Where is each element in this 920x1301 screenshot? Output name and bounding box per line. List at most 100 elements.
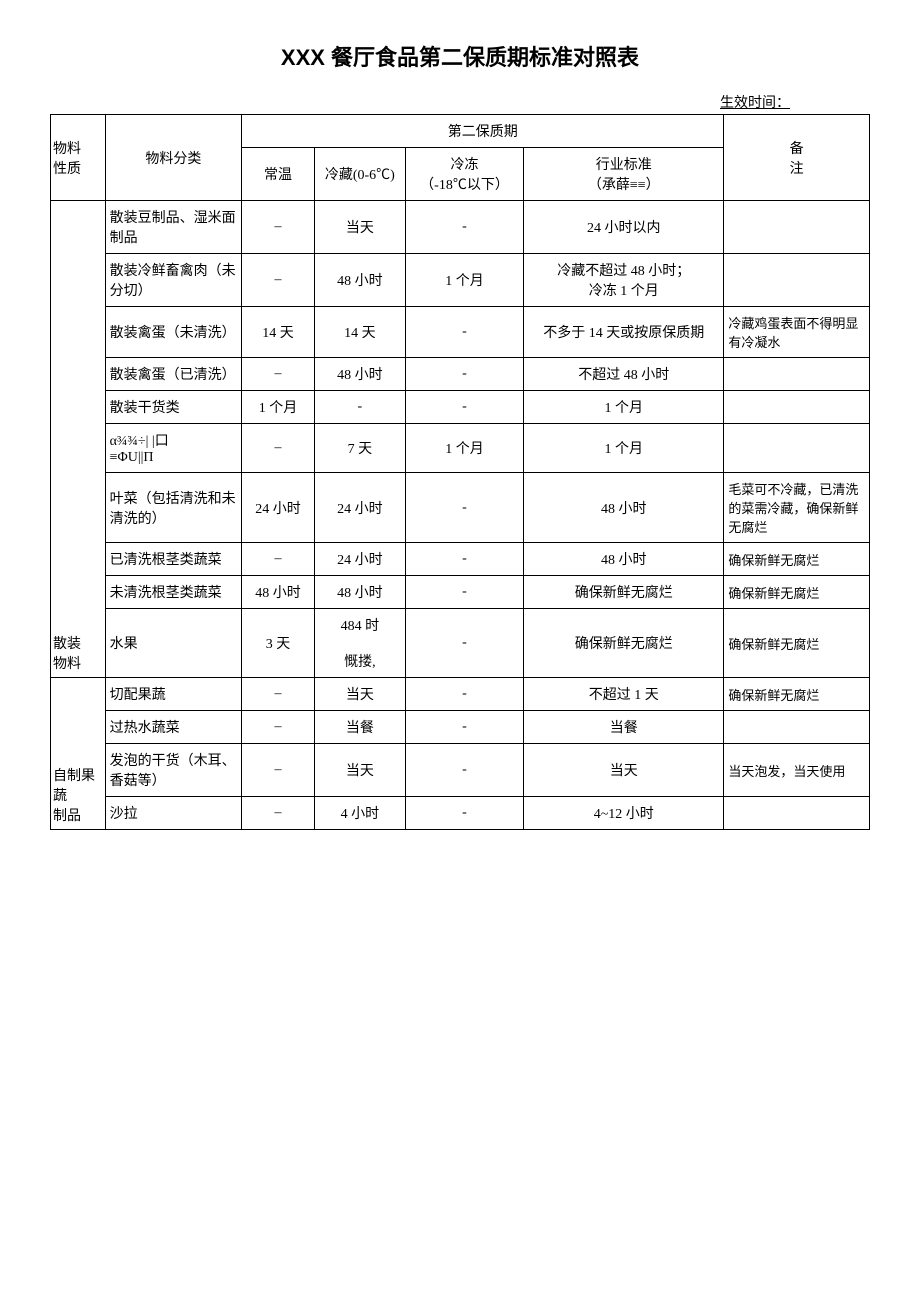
shelf-life-table: 物料性质 物料分类 第二保质期 备注 常温 冷藏(0-6℃) 冷冻（-18℃以下… [50, 114, 870, 830]
table-row: 散装禽蛋（已清洗） – 48 小时 - 不超过 48 小时 [51, 358, 870, 391]
cell-std: 48 小时 [524, 543, 724, 576]
cell-rf: 当天 [314, 678, 405, 711]
header-material-nature: 物料性质 [51, 115, 106, 201]
header-room-temp: 常温 [242, 148, 315, 201]
cell-fz: - [405, 201, 523, 254]
cell-std: 1 个月 [524, 391, 724, 424]
page-title: XXX 餐厅食品第二保质期标准对照表 [50, 40, 870, 72]
cell-std: 冷藏不超过 48 小时；冷冻 1 个月 [524, 254, 724, 307]
cell-rf: 当餐 [314, 711, 405, 744]
cell-rem [724, 201, 870, 254]
cell-std: 当餐 [524, 711, 724, 744]
cell-fz: 1 个月 [405, 424, 523, 473]
cell-std: 不超过 48 小时 [524, 358, 724, 391]
table-row: α¾¾÷| |口≡ΦU||П – 7 天 1 个月 1 个月 [51, 424, 870, 473]
cell-rf: 48 小时 [314, 576, 405, 609]
header-refrigerated: 冷藏(0-6℃) [314, 148, 405, 201]
cell-rem [724, 358, 870, 391]
group-label-bulk: 散装物料 [51, 201, 106, 678]
cell-std: 4~12 小时 [524, 797, 724, 830]
effective-date-label: 生效时间： [50, 92, 870, 112]
table-row: 散装物料 散装豆制品、湿米面制品 – 当天 - 24 小时以内 [51, 201, 870, 254]
cell-rf: 24 小时 [314, 473, 405, 543]
cell-category: α¾¾÷| |口≡ΦU||П [105, 424, 242, 473]
cell-rem: 确保新鲜无腐烂 [724, 543, 870, 576]
cell-rf: 4 小时 [314, 797, 405, 830]
cell-rf: - [314, 391, 405, 424]
header-frozen: 冷冻（-18℃以下） [405, 148, 523, 201]
header-industry-standard: 行业标准（承薛≡≡） [524, 148, 724, 201]
cell-rt: 14 天 [242, 307, 315, 358]
cell-rt: 1 个月 [242, 391, 315, 424]
cell-fz: - [405, 678, 523, 711]
cell-fz: 1 个月 [405, 254, 523, 307]
cell-category: 水果 [105, 609, 242, 678]
cell-fz: - [405, 744, 523, 797]
cell-fz: - [405, 307, 523, 358]
cell-fz: - [405, 797, 523, 830]
cell-rem: 毛菜可不冷藏，已清洗的菜需冷藏，确保新鲜无腐烂 [724, 473, 870, 543]
cell-std: 1 个月 [524, 424, 724, 473]
table-row: 散装冷鲜畜禽肉（未分切） – 48 小时 1 个月 冷藏不超过 48 小时；冷冻… [51, 254, 870, 307]
cell-rt: – [242, 678, 315, 711]
table-row: 未清洗根茎类蔬菜 48 小时 48 小时 - 确保新鲜无腐烂 确保新鲜无腐烂 [51, 576, 870, 609]
cell-rf: 48 小时 [314, 254, 405, 307]
cell-category: 已清洗根茎类蔬菜 [105, 543, 242, 576]
cell-rem [724, 424, 870, 473]
table-row: 发泡的干货（木耳、香菇等） – 当天 - 当天 当天泡发，当天使用 [51, 744, 870, 797]
cell-rem: 确保新鲜无腐烂 [724, 678, 870, 711]
cell-rt: 48 小时 [242, 576, 315, 609]
table-row: 沙拉 – 4 小时 - 4~12 小时 [51, 797, 870, 830]
cell-std: 确保新鲜无腐烂 [524, 609, 724, 678]
cell-rf: 14 天 [314, 307, 405, 358]
cell-rt: 3 天 [242, 609, 315, 678]
cell-rem: 当天泡发，当天使用 [724, 744, 870, 797]
cell-category: 散装禽蛋（未清洗） [105, 307, 242, 358]
cell-rf: 24 小时 [314, 543, 405, 576]
cell-rf: 48 小时 [314, 358, 405, 391]
cell-rem [724, 797, 870, 830]
cell-std: 确保新鲜无腐烂 [524, 576, 724, 609]
cell-fz: - [405, 576, 523, 609]
cell-fz: - [405, 358, 523, 391]
cell-rf: 484 时 慨搂, [314, 609, 405, 678]
cell-std: 48 小时 [524, 473, 724, 543]
cell-rem: 确保新鲜无腐烂 [724, 576, 870, 609]
cell-rem [724, 391, 870, 424]
cell-fz: - [405, 609, 523, 678]
cell-category: 过热水蔬菜 [105, 711, 242, 744]
cell-rt: – [242, 797, 315, 830]
cell-rt: – [242, 711, 315, 744]
cell-std: 不多于 14 天或按原保质期 [524, 307, 724, 358]
cell-fz: - [405, 711, 523, 744]
table-row: 过热水蔬菜 – 当餐 - 当餐 [51, 711, 870, 744]
cell-category: 散装豆制品、湿米面制品 [105, 201, 242, 254]
cell-category: 沙拉 [105, 797, 242, 830]
cell-category: 发泡的干货（木耳、香菇等） [105, 744, 242, 797]
table-row: 水果 3 天 484 时 慨搂, - 确保新鲜无腐烂 确保新鲜无腐烂 [51, 609, 870, 678]
table-row: 散装禽蛋（未清洗） 14 天 14 天 - 不多于 14 天或按原保质期 冷藏鸡… [51, 307, 870, 358]
cell-rf: 当天 [314, 201, 405, 254]
cell-rt: – [242, 254, 315, 307]
cell-rem [724, 711, 870, 744]
cell-category: 散装禽蛋（已清洗） [105, 358, 242, 391]
cell-rem: 确保新鲜无腐烂 [724, 609, 870, 678]
header-remark: 备注 [724, 115, 870, 201]
cell-category: 散装干货类 [105, 391, 242, 424]
cell-rt: – [242, 543, 315, 576]
cell-fz: - [405, 473, 523, 543]
cell-fz: - [405, 391, 523, 424]
cell-rf: 当天 [314, 744, 405, 797]
cell-rt: – [242, 201, 315, 254]
cell-std: 当天 [524, 744, 724, 797]
cell-rt: – [242, 424, 315, 473]
cell-rem: 冷藏鸡蛋表面不得明显有冷凝水 [724, 307, 870, 358]
table-row: 叶菜（包括清洗和未清洗的） 24 小时 24 小时 - 48 小时 毛菜可不冷藏… [51, 473, 870, 543]
table-row: 自制果蔬制品 切配果蔬 – 当天 - 不超过 1 天 确保新鲜无腐烂 [51, 678, 870, 711]
cell-rt: – [242, 744, 315, 797]
cell-rem [724, 254, 870, 307]
cell-category: 切配果蔬 [105, 678, 242, 711]
cell-category: 叶菜（包括清洗和未清洗的） [105, 473, 242, 543]
cell-std: 不超过 1 天 [524, 678, 724, 711]
table-row: 已清洗根茎类蔬菜 – 24 小时 - 48 小时 确保新鲜无腐烂 [51, 543, 870, 576]
